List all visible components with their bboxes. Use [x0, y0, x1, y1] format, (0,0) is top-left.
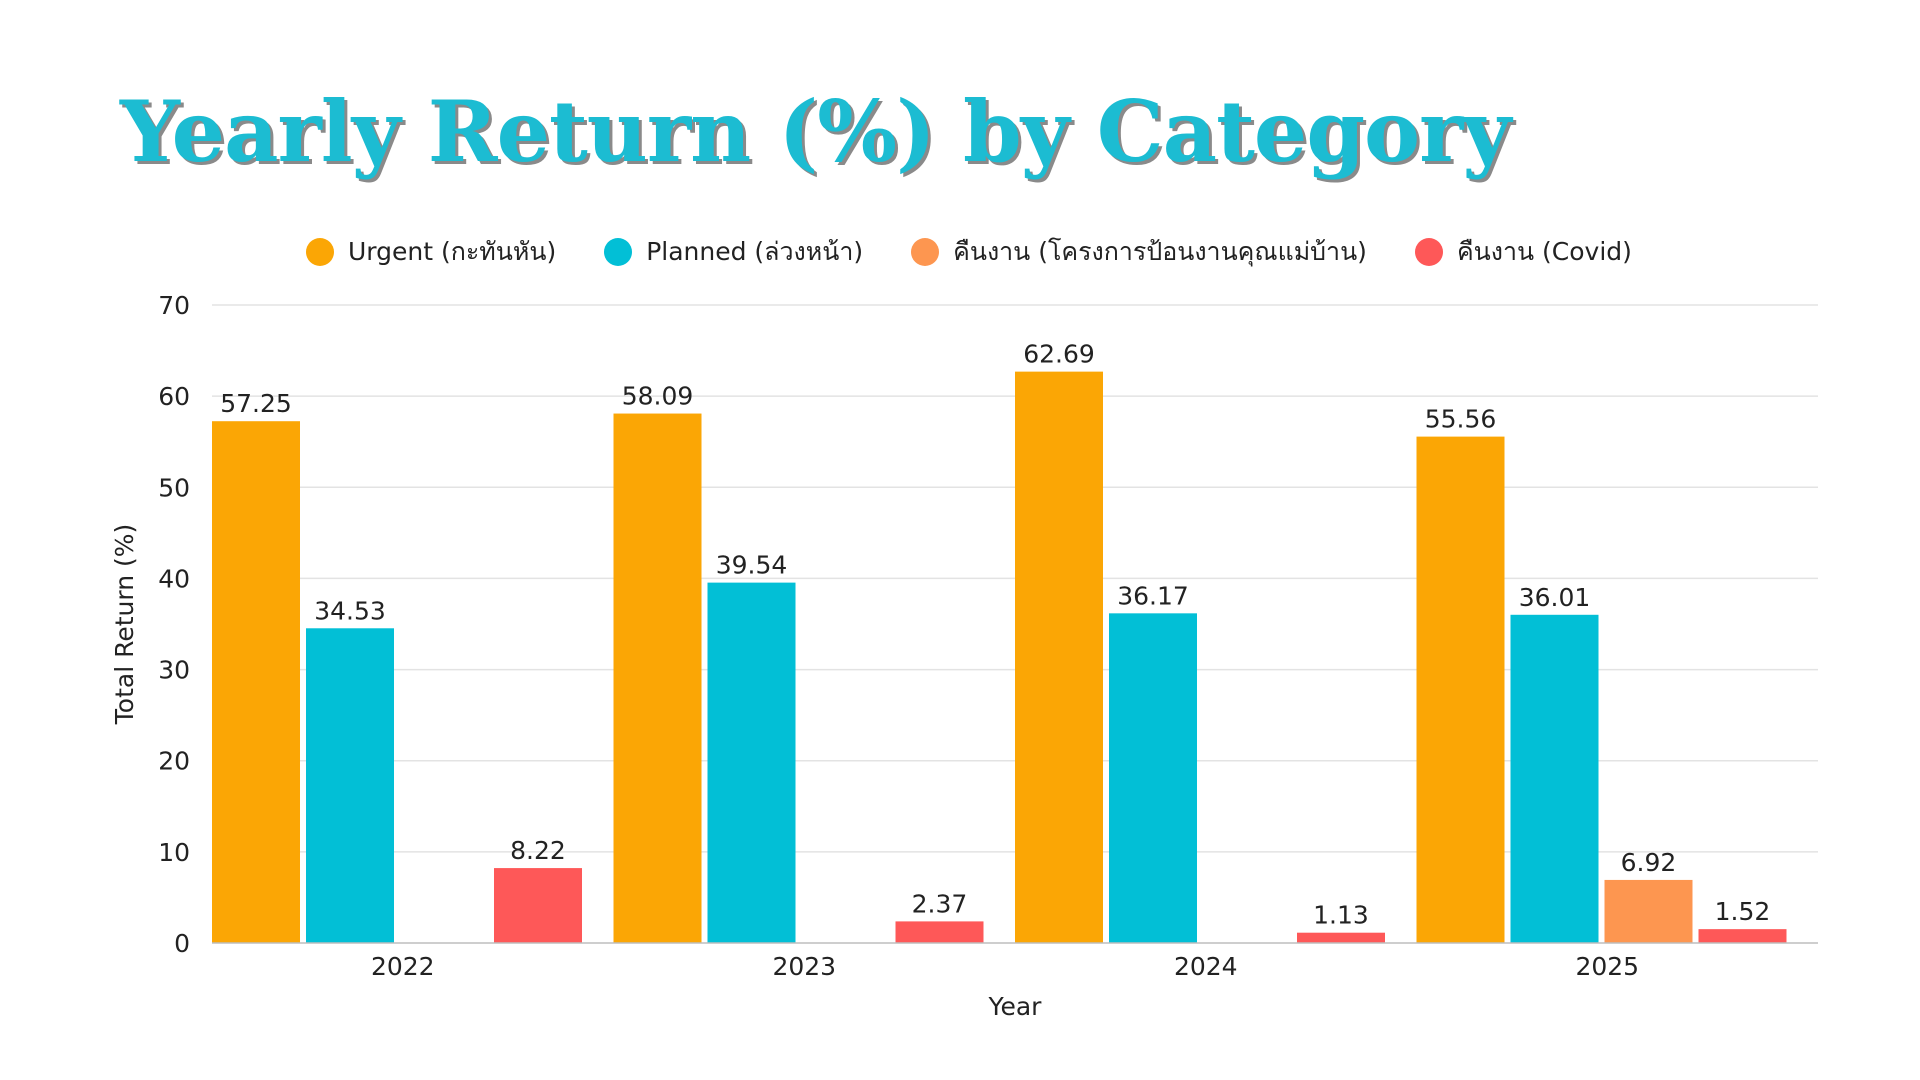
bar [1698, 929, 1787, 943]
chart-title: Yearly Return (%) by Category [120, 82, 1511, 181]
bar [494, 868, 582, 943]
y-tick-label: 60 [158, 382, 190, 411]
data-label: 1.13 [1313, 901, 1369, 930]
y-tick-label: 30 [158, 656, 190, 685]
data-label: 39.54 [716, 551, 788, 580]
bar [707, 582, 796, 943]
legend-label: คืนงาน (โครงการป้อนงานคุณแม่บ้าน) [953, 237, 1367, 266]
y-tick-label: 20 [158, 747, 190, 776]
x-tick-label: 2023 [772, 952, 836, 981]
legend-item: Urgent (กะทันหัน) [306, 232, 556, 272]
legend-label: คืนงาน (Covid) [1456, 237, 1632, 266]
data-label: 2.37 [912, 889, 968, 918]
bar [1510, 614, 1599, 943]
legend-label: Urgent (กะทันหัน) [348, 237, 557, 266]
bar [613, 413, 702, 943]
bar [1109, 613, 1197, 943]
y-tick-label: 10 [158, 838, 190, 867]
data-label: 34.53 [314, 596, 386, 625]
legend-item: คืนงาน (โครงการป้อนงานคุณแม่บ้าน) [911, 232, 1367, 272]
data-label: 36.01 [1519, 583, 1591, 612]
data-label: 62.69 [1023, 340, 1095, 369]
data-label: 8.22 [510, 836, 566, 865]
legend-item: Planned (ล่วงหน้า) [604, 232, 863, 272]
data-label: 57.25 [220, 389, 292, 418]
y-tick-label: 0 [174, 929, 190, 958]
bar [1416, 436, 1505, 943]
bar [306, 628, 394, 943]
data-label: 36.17 [1117, 581, 1189, 610]
data-label: 58.09 [622, 382, 694, 411]
x-tick-label: 2024 [1174, 952, 1238, 981]
y-axis-title: Total Return (%) [110, 524, 139, 726]
x-tick-label: 2025 [1575, 952, 1639, 981]
data-label: 6.92 [1621, 848, 1677, 877]
bar [212, 421, 300, 943]
legend-item: คืนงาน (Covid) [1414, 232, 1632, 272]
y-tick-label: 70 [158, 291, 190, 320]
legend-swatch [911, 238, 940, 266]
x-axis-title: Year [988, 992, 1043, 1021]
legend-swatch [306, 238, 334, 266]
legend-label: Planned (ล่วงหน้า) [646, 237, 864, 266]
bar [895, 921, 984, 943]
y-tick-label: 50 [158, 473, 190, 502]
x-tick-label: 2022 [371, 952, 435, 981]
chart-legend: Urgent (กะทันหัน) Planned (ล่วงหน้า) คืนงา… [306, 232, 1680, 272]
bar [1297, 932, 1385, 943]
data-label: 1.52 [1715, 897, 1771, 926]
legend-swatch [1414, 238, 1443, 266]
legend-swatch [604, 238, 633, 266]
bar [1015, 371, 1103, 943]
data-label: 55.56 [1425, 405, 1497, 434]
y-tick-label: 40 [158, 564, 190, 593]
bar [1604, 879, 1693, 943]
